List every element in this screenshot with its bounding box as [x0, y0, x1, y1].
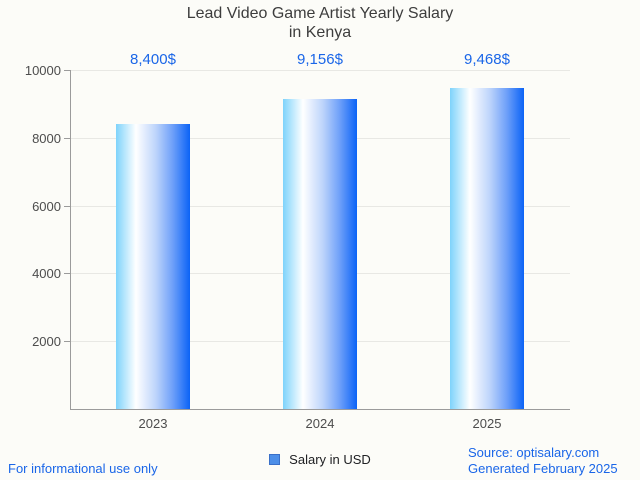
x-axis-line — [70, 409, 570, 410]
y-axis-tick — [64, 138, 70, 139]
legend: Salary in USD — [0, 452, 640, 467]
bar-value-label: 8,400$ — [130, 51, 176, 68]
source-link[interactable]: Source: optisalary.com — [468, 445, 600, 460]
y-axis-tick — [64, 206, 70, 207]
bar-value-label: 9,468$ — [464, 51, 510, 68]
legend-label: Salary in USD — [289, 452, 371, 467]
legend-marker-icon — [269, 454, 281, 465]
x-axis-category-label: 2025 — [472, 416, 502, 431]
y-axis-tick — [64, 341, 70, 342]
chart-title-line-1: Lead Video Game Artist Yearly Salary — [186, 5, 454, 22]
x-axis-category-label: 2023 — [138, 416, 168, 431]
y-axis-tick — [64, 70, 70, 71]
y-axis-tick-label: 8000 — [32, 131, 61, 146]
x-axis-category-label: 2024 — [305, 416, 335, 431]
source-block: Source: optisalary.com Generated Februar… — [468, 445, 618, 477]
disclaimer-text: For informational use only — [8, 461, 158, 476]
y-axis-tick-label: 4000 — [32, 266, 61, 281]
generated-text: Generated February 2025 — [468, 461, 618, 476]
bar-2023[interactable] — [116, 124, 190, 409]
y-axis-tick-label: 6000 — [32, 199, 61, 214]
y-axis-tick-label: 2000 — [32, 334, 61, 349]
gridline — [70, 70, 570, 71]
y-axis-line — [70, 70, 71, 409]
y-axis-tick-label: 10000 — [24, 63, 61, 78]
chart-title-line-2: in Kenya — [288, 24, 352, 41]
chart-title: Lead Video Game Artist Yearly Salary in … — [0, 4, 640, 42]
bar-2025[interactable] — [450, 88, 524, 409]
bar-2024[interactable] — [283, 99, 357, 409]
y-axis-tick — [64, 273, 70, 274]
bar-value-label: 9,156$ — [297, 51, 343, 68]
